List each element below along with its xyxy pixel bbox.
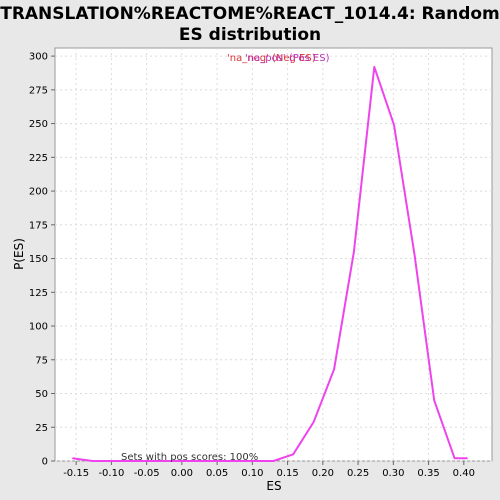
- y-tick-label: 300: [29, 52, 48, 63]
- y-tick-label: 25: [35, 423, 48, 434]
- data-point: [72, 457, 74, 459]
- y-axis-label: P(ES): [12, 238, 26, 270]
- y-axis-ticks: 0 25 50 75 100 125 150 175 200 225 250 275 300: [29, 52, 55, 468]
- data-point: [172, 460, 174, 462]
- y-tick-label: 225: [29, 153, 48, 164]
- x-tick-label: 0.25: [347, 468, 369, 479]
- chart-title-line-1: TRANSLATION%REACTOME%REACT_1014.4: Rando…: [0, 4, 500, 24]
- y-tick-label: 250: [29, 119, 48, 130]
- x-tick-label: 0.10: [241, 468, 263, 479]
- y-tick-label: 275: [29, 85, 48, 96]
- data-point: [252, 460, 254, 462]
- y-tick-label: 175: [29, 220, 48, 231]
- data-point: [353, 251, 355, 253]
- data-point: [333, 368, 335, 370]
- x-tick-label: 0.15: [276, 468, 298, 479]
- data-point: [466, 457, 468, 459]
- y-tick-label: 100: [29, 322, 48, 333]
- y-tick-label: 200: [29, 187, 48, 198]
- data-point: [433, 399, 435, 401]
- x-axis-label: ES: [266, 479, 281, 493]
- legend-entry-pos: 'na_pos' (Pos ES): [245, 53, 330, 64]
- data-point: [131, 460, 134, 462]
- data-point: [232, 460, 234, 462]
- y-tick-label: 150: [29, 254, 48, 265]
- y-tick-label: 0: [42, 457, 48, 468]
- data-point: [192, 460, 194, 462]
- x-tick-label: 0.20: [312, 468, 334, 479]
- data-point: [292, 453, 294, 455]
- data-point: [313, 421, 315, 423]
- grid-lines: [55, 48, 492, 462]
- y-tick-label: 125: [29, 288, 48, 299]
- data-point: [454, 457, 456, 459]
- x-tick-label: 0.00: [171, 468, 193, 479]
- x-tick-label: 0.05: [206, 468, 228, 479]
- plot-area: [54, 47, 493, 462]
- x-axis-ticks: -0.15 -0.10 -0.05 0.00 0.05 0.10 0.15 0.20 0.25 0…: [63, 461, 475, 479]
- data-point: [112, 460, 114, 462]
- y-tick-label: 50: [35, 389, 48, 400]
- annotation-pos-scores: Sets with pos scores: 100%: [121, 452, 258, 463]
- x-tick-label: -0.15: [63, 468, 89, 479]
- data-point: [373, 66, 375, 68]
- y-tick-label: 75: [35, 355, 48, 366]
- data-point: [272, 460, 275, 462]
- chart-title-line-2: ES distribution: [179, 25, 321, 45]
- legend-entry-neg: 'na_neg' (Neg ES): [227, 53, 316, 64]
- data-point: [212, 460, 214, 462]
- x-tick-label: -0.05: [134, 468, 160, 479]
- data-point: [413, 253, 416, 256]
- x-tick-label: -0.10: [98, 468, 124, 479]
- x-tick-label: 0.35: [417, 468, 439, 479]
- x-tick-label: 0.40: [453, 468, 475, 479]
- data-point: [91, 460, 93, 462]
- data-point: [152, 460, 154, 462]
- x-tick-label: 0.30: [382, 468, 404, 479]
- data-point: [393, 124, 395, 126]
- series-points: [72, 66, 468, 462]
